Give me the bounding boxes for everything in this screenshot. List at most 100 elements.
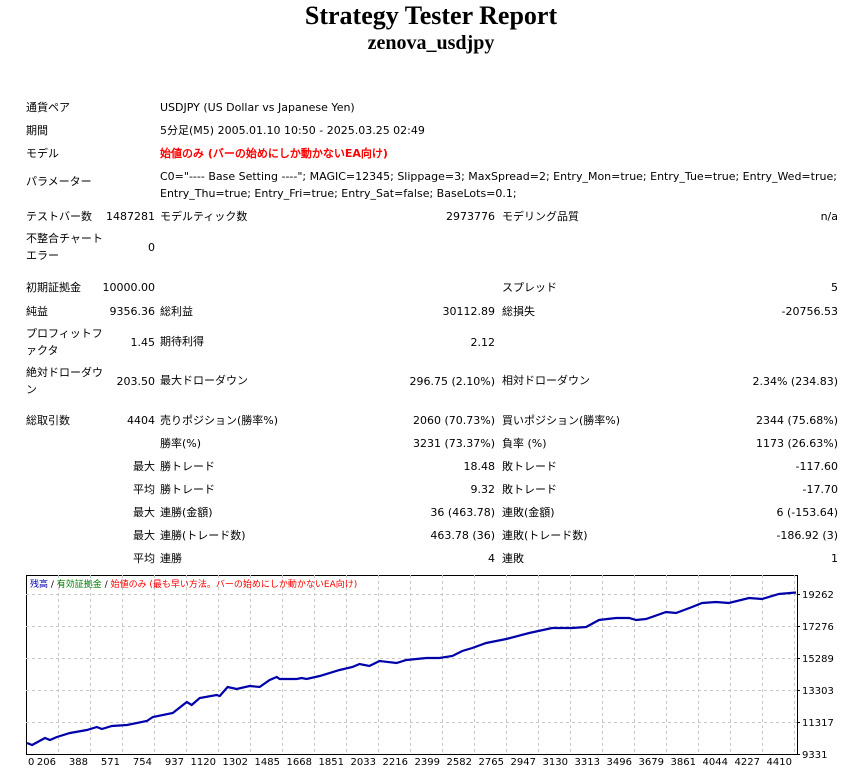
period-value: 5分足(M5) 2005.01.10 10:50 - 2025.03.25 02… [160, 124, 425, 137]
expected-label: 期待利得 [160, 335, 204, 348]
chart-frame [26, 575, 798, 755]
row-net: 純益 9356.36 総利益 30112.89 総損失 -20756.53 [0, 303, 854, 323]
y-tick-label: 13303 [802, 686, 834, 697]
y-tick-label: 11317 [802, 718, 834, 729]
max-consec-loss-label: 連敗(トレード数) [502, 529, 588, 542]
max-consec-wins-value: 36 (463.78) [430, 506, 495, 519]
spread-label: スプレッド [502, 281, 557, 294]
x-tick-label: 1485 [255, 757, 280, 768]
avg-consec-losses-label: 連敗 [502, 552, 524, 565]
row-pf: プロフィットファクタ 1.45 期待利得 2.12 [0, 325, 854, 359]
model-value: 始値のみ (バーの始めにしか動かないEA向け) [160, 147, 388, 160]
avg-win-value: 9.32 [470, 483, 496, 496]
max-consec-losses-label: 連敗(金額) [502, 506, 555, 519]
abs-dd-label: 絶対ドローダウン [26, 366, 103, 396]
long-value: 2344 (75.68%) [755, 414, 838, 427]
max-label: 最大 [133, 529, 155, 542]
period-label: 期間 [26, 124, 48, 137]
row-params: パラメーター C0="---- Base Setting ----"; MAGI… [0, 168, 854, 202]
report-subtitle: zenova_usdjpy [367, 32, 495, 54]
x-tick-label: 1120 [191, 757, 216, 768]
x-tick-label: 4410 [767, 757, 792, 768]
row-largest: 最大 勝トレード 18.48 敗トレード -117.60 [0, 458, 854, 478]
loss-value: 1173 (26.63%) [755, 437, 838, 450]
mismatch-label: 不整合チャートエラー [26, 232, 103, 262]
legend-balance: 残高 [30, 580, 49, 590]
pf-label: プロフィットファクタ [26, 327, 103, 357]
x-tick-label: 206 [37, 757, 56, 768]
max-dd-value: 296.75 (2.10%) [409, 375, 495, 388]
legend-separator: / [101, 580, 111, 590]
row-deposit: 初期証拠金 10000.00 スプレッド 5 [0, 279, 854, 299]
x-tick-label: 3861 [671, 757, 696, 768]
y-tick-label: 19262 [802, 590, 834, 601]
gross-loss-value: -20756.53 [781, 305, 838, 318]
gross-profit-label: 総利益 [160, 305, 193, 318]
max-consec-profit-value: 463.78 (36) [430, 529, 495, 542]
row-period: 期間 5分足(M5) 2005.01.10 10:50 - 2025.03.25… [0, 122, 854, 142]
row-trades: 総取引数 4404 売りポジション(勝率%) 2060 (70.73%) 買いポ… [0, 412, 854, 432]
x-tick-label: 3496 [607, 757, 632, 768]
x-tick-label: 4044 [703, 757, 728, 768]
row-avg-consec: 平均 連勝 4 連敗 1 [0, 550, 854, 570]
row-mismatch: 不整合チャートエラー 0 [0, 230, 854, 264]
params-label: パラメーター [26, 175, 92, 188]
avg-consec-losses-value: 1 [831, 552, 838, 565]
abs-dd-value: 203.50 [116, 375, 156, 388]
x-tick-label: 3130 [543, 757, 568, 768]
row-consec-count: 最大 連勝(トレード数) 463.78 (36) 連敗(トレード数) -186.… [0, 527, 854, 547]
pair-label: 通貨ペア [26, 101, 70, 114]
deposit-value: 10000.00 [102, 281, 156, 294]
avg-loss-label: 敗トレード [502, 483, 557, 496]
largest-win-label: 勝トレード [160, 460, 215, 473]
row-pair: 通貨ペア USDJPY (US Dollar vs Japanese Yen) [0, 99, 854, 119]
quality-value: n/a [820, 210, 838, 223]
x-tick-label: 2033 [351, 757, 376, 768]
spread-value: 5 [831, 281, 838, 294]
x-tick-label: 1851 [319, 757, 344, 768]
row-bars: テストバー数 1487281 モデルティック数 2973776 モデリング品質 … [0, 208, 854, 228]
deposit-label: 初期証拠金 [26, 281, 81, 294]
trades-label: 総取引数 [26, 414, 70, 427]
avg-label: 平均 [133, 483, 155, 496]
long-label: 買いポジション(勝率%) [502, 414, 621, 427]
legend-equity: 有効証拠金 [56, 580, 102, 590]
largest-loss-value: -117.60 [795, 460, 838, 473]
loss-label: 負率 (%) [502, 437, 547, 450]
x-tick-label: 4227 [735, 757, 760, 768]
avg-consec-wins-label: 連勝 [160, 552, 182, 565]
balance-line [26, 591, 797, 747]
gross-profit-value: 30112.89 [442, 305, 496, 318]
x-tick-label: 2765 [479, 757, 504, 768]
y-tick-label: 15289 [802, 654, 834, 665]
x-tick-label: 2399 [415, 757, 440, 768]
x-tick-label: 1302 [223, 757, 248, 768]
short-label: 売りポジション(勝率%) [160, 414, 279, 427]
x-tick-label: 571 [101, 757, 120, 768]
avg-consec-wins-value: 4 [488, 552, 495, 565]
x-tick-label: 937 [165, 757, 184, 768]
largest-win-value: 18.48 [463, 460, 496, 473]
mismatch-value: 0 [148, 241, 155, 254]
bars-value: 1487281 [106, 210, 155, 223]
gross-loss-label: 総損失 [502, 305, 535, 318]
x-tick-label: 3313 [575, 757, 600, 768]
ticks-label: モデルティック数 [160, 210, 248, 223]
quality-label: モデリング品質 [502, 210, 579, 223]
row-average: 平均 勝トレード 9.32 敗トレード -17.70 [0, 481, 854, 501]
pair-value: USDJPY (US Dollar vs Japanese Yen) [160, 101, 355, 114]
x-tick-label: 2947 [511, 757, 536, 768]
avg-label: 平均 [133, 552, 155, 565]
params-value: C0="---- Base Setting ----"; MAGIC=12345… [160, 170, 837, 200]
ticks-value: 2973776 [446, 210, 495, 223]
net-label: 純益 [26, 305, 48, 318]
max-dd-label: 最大ドローダウン [160, 374, 248, 387]
win-value: 3231 (73.37%) [412, 437, 495, 450]
max-consec-losses-value: 6 (-153.64) [776, 506, 838, 519]
max-consec-profit-label: 連勝(トレード数) [160, 529, 246, 542]
avg-loss-value: -17.70 [802, 483, 838, 496]
bars-label: テストバー数 [26, 210, 92, 223]
row-winrate: 勝率(%) 3231 (73.37%) 負率 (%) 1173 (26.63%) [0, 435, 854, 455]
expected-value: 2.12 [470, 336, 496, 349]
